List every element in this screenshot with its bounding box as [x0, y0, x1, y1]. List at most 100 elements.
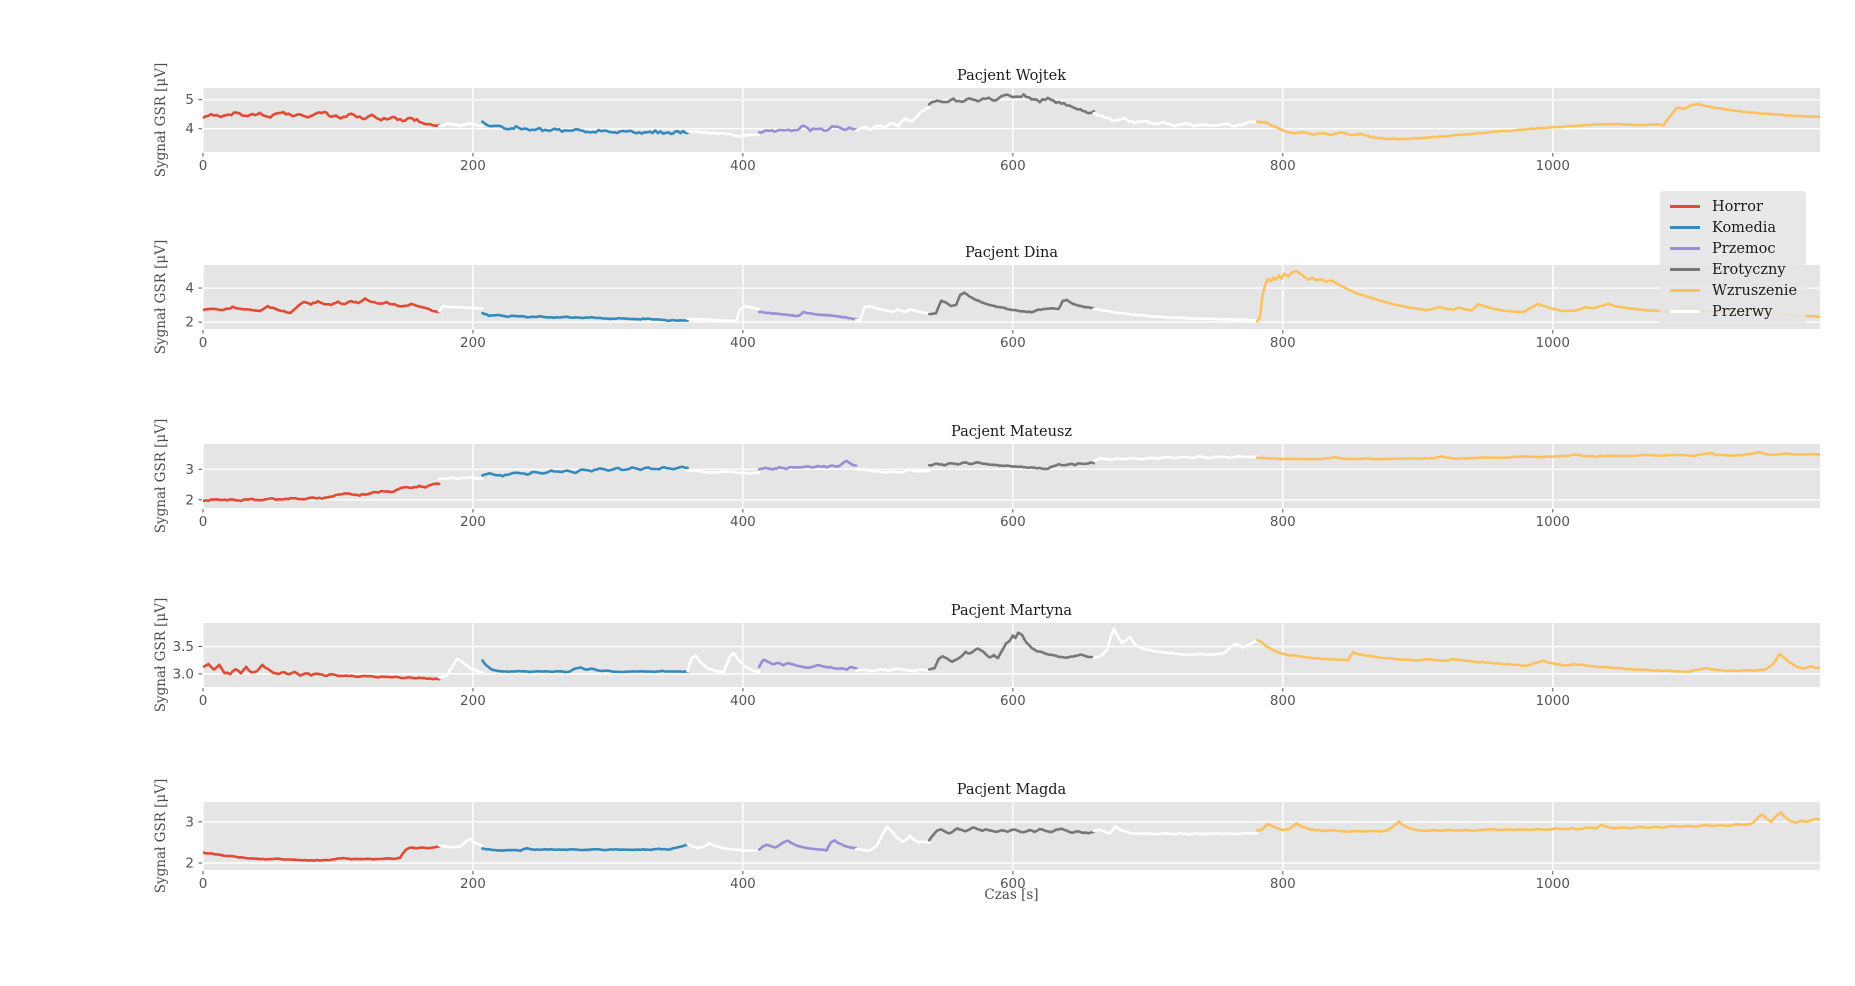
legend-item: Przemoc [1670, 238, 1798, 259]
subplot-title: Pacjent Wojtek [957, 68, 1066, 84]
legend-label: Przemoc [1712, 240, 1776, 257]
series-przemoc [757, 658, 858, 672]
x-tick-label: 400 [730, 693, 756, 709]
x-tick-label: 1000 [1536, 693, 1570, 709]
series-komedia [481, 120, 689, 136]
legend-label: Komedia [1712, 219, 1777, 236]
x-tick-label: 800 [1270, 158, 1296, 174]
series-przerwy [437, 122, 484, 128]
x-axis-label: Czas [s] [984, 887, 1038, 903]
series-przerwy [686, 304, 761, 323]
x-tick-label: 0 [199, 158, 208, 174]
series-przerwy [854, 106, 931, 132]
legend-item: Przerwy [1670, 301, 1798, 322]
legend-item: Komedia [1670, 217, 1798, 238]
series-przerwy [854, 667, 931, 673]
series-przerwy [437, 304, 484, 313]
series-przerwy [686, 469, 761, 475]
x-tick-label: 400 [730, 876, 756, 892]
subplot-4: Pacjent Magda 0 200 400 600 800 1000 2 3 Sygnał G… [153, 779, 1820, 893]
series-przerwy [854, 467, 931, 474]
series-wzruszenie [1255, 811, 1820, 834]
series-horror [203, 110, 441, 128]
x-tick-label: 1000 [1536, 514, 1570, 530]
series-przerwy [854, 825, 931, 852]
series-wzruszenie [1255, 450, 1820, 461]
series-horror [203, 845, 441, 863]
x-tick-label: 600 [1000, 693, 1026, 709]
series-przemoc [757, 310, 858, 321]
series-przerwy [437, 657, 484, 679]
y-tick-label: 3 [185, 462, 194, 478]
x-tick-label: 600 [1000, 158, 1026, 174]
series-horror [203, 482, 441, 503]
series-przemoc [757, 838, 858, 852]
legend-item: Horror [1670, 196, 1798, 217]
series-group [203, 811, 1820, 863]
subplot-0: Pacjent Wojtek 0 200 400 600 800 1000 4 5 Sygnał … [153, 63, 1820, 177]
series-erotyczny [927, 93, 1096, 115]
y-tick-label: 4 [185, 281, 194, 297]
series-erotyczny [927, 291, 1096, 316]
subplot-2: Pacjent Mateusz 0 200 400 600 800 1000 2 3 Sygnał… [153, 419, 1820, 533]
x-tick-label: 0 [199, 335, 208, 351]
subplot-1: Pacjent Dina 0 200 400 600 800 1000 2 4 Sygnał GS… [153, 240, 1820, 354]
plot-area [203, 623, 1820, 687]
y-tick-label: 3 [185, 814, 194, 830]
legend-item: Wzruszenie [1670, 280, 1798, 301]
legend-label: Wzruszenie [1712, 282, 1798, 299]
series-komedia [481, 843, 689, 853]
legend-item: Erotyczny [1670, 259, 1798, 280]
series-przemoc [757, 124, 858, 134]
y-axis-label: Sygnał GSR [μV] [153, 779, 169, 893]
x-tick-label: 600 [1000, 876, 1026, 892]
y-tick-label: 3.5 [173, 639, 194, 655]
y-tick-label: 3.0 [173, 666, 194, 682]
series-przerwy [1092, 454, 1259, 462]
horror-line-swatch [1670, 205, 1700, 208]
y-axis-label: Sygnał GSR [μV] [153, 598, 169, 712]
plot-area [203, 265, 1820, 329]
x-tick-label: 800 [1270, 876, 1296, 892]
x-tick-label: 0 [199, 693, 208, 709]
subplot-title: Pacjent Mateusz [951, 424, 1072, 440]
subplot-title: Pacjent Martyna [951, 603, 1073, 619]
series-przerwy [1092, 111, 1259, 128]
series-wzruszenie [1255, 103, 1820, 141]
x-tick-label: 600 [1000, 335, 1026, 351]
y-tick-label: 2 [185, 855, 194, 871]
y-axis-label: Sygnał GSR [μV] [153, 419, 169, 533]
y-axis-label: Sygnał GSR [μV] [153, 63, 169, 177]
x-tick-label: 200 [460, 876, 486, 892]
series-przerwy [437, 475, 484, 481]
x-tick-label: 400 [730, 335, 756, 351]
subplot-title: Pacjent Magda [957, 782, 1067, 798]
x-tick-label: 400 [730, 158, 756, 174]
series-przerwy [854, 304, 931, 322]
erotyczny-line-swatch [1670, 268, 1700, 271]
legend-label: Przerwy [1712, 303, 1773, 320]
legend-label: Horror [1712, 198, 1763, 215]
series-przerwy [1092, 627, 1259, 660]
przemoc-line-swatch [1670, 247, 1700, 250]
series-przerwy [1092, 825, 1259, 836]
x-tick-label: 1000 [1536, 158, 1570, 174]
komedia-line-swatch [1670, 226, 1700, 229]
series-erotyczny [927, 460, 1096, 471]
series-przerwy [686, 841, 761, 852]
series-horror [203, 297, 441, 315]
plot-area [203, 444, 1820, 508]
y-tick-label: 2 [185, 492, 194, 508]
x-tick-label: 200 [460, 158, 486, 174]
x-tick-label: 1000 [1536, 335, 1570, 351]
y-tick-label: 2 [185, 315, 194, 331]
x-tick-label: 0 [199, 876, 208, 892]
series-przemoc [757, 459, 858, 471]
x-tick-label: 0 [199, 514, 208, 530]
legend: Horror Komedia Przemoc Erotyczny Wzrusze… [1660, 191, 1806, 327]
series-komedia [481, 311, 689, 323]
subplot-3: Pacjent Martyna 0 200 400 600 800 1000 3.0 3.5Sy… [153, 598, 1820, 712]
subplot-title: Pacjent Dina [965, 245, 1058, 261]
